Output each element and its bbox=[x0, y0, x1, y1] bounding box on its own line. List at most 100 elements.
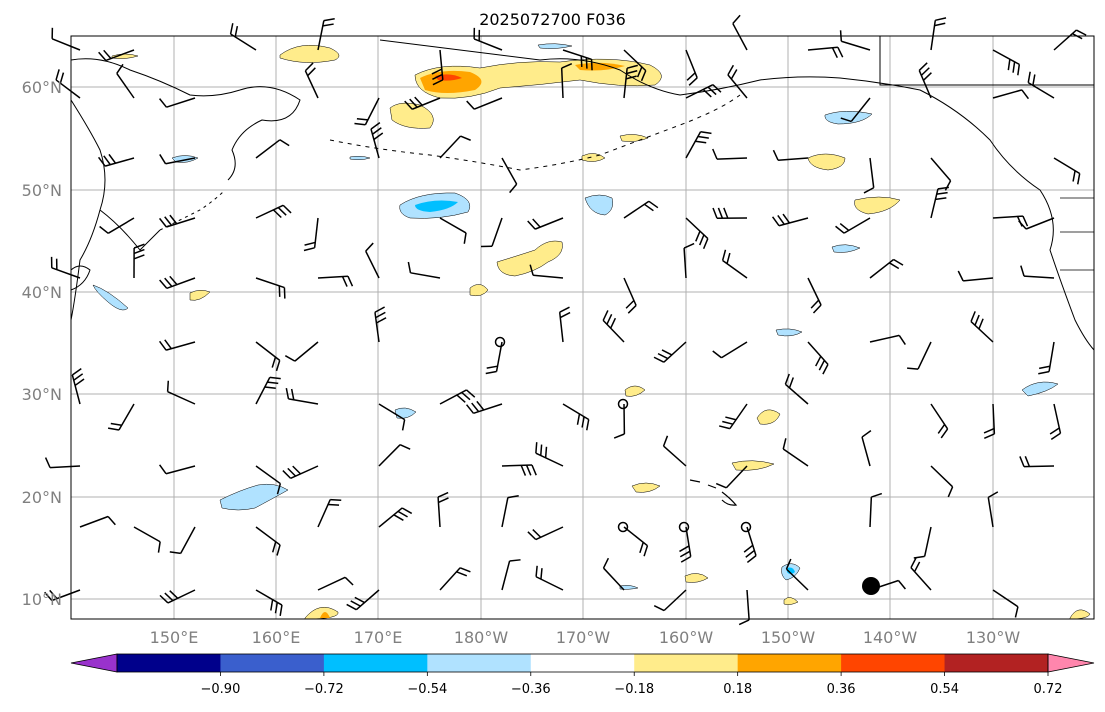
wind-barb-flag bbox=[893, 258, 904, 266]
negative-anomaly-area bbox=[92, 284, 129, 311]
wind-barb-flag bbox=[164, 216, 173, 226]
wind-barb-flag bbox=[463, 232, 467, 244]
wind-barb-flag bbox=[520, 465, 527, 476]
wind-barb-flag bbox=[407, 261, 412, 273]
calm-wind-circle bbox=[740, 521, 752, 533]
positive-anomaly-area bbox=[684, 573, 709, 583]
positive-anomaly-area bbox=[807, 153, 846, 171]
wind-barb-flag bbox=[898, 334, 906, 345]
wind-barb-flag bbox=[722, 420, 734, 425]
wind-barb-staff bbox=[365, 250, 380, 279]
wind-barb-flag bbox=[133, 254, 145, 260]
wind-barb-flag bbox=[653, 356, 665, 363]
wind-barb-flag bbox=[831, 47, 838, 58]
wind-barb-flag bbox=[913, 561, 921, 573]
wind-barb-flag bbox=[527, 220, 536, 230]
colorbar-tick-label: 0.72 bbox=[1034, 682, 1063, 697]
wind-barb-flag bbox=[940, 428, 949, 439]
wind-barb-flag bbox=[639, 542, 644, 554]
positive-anomaly-area bbox=[756, 409, 781, 425]
wind-barb-flag bbox=[327, 503, 340, 506]
wind-barb-flag bbox=[1022, 215, 1029, 227]
wind-barb-flag bbox=[822, 364, 829, 375]
wind-barb-flag bbox=[107, 427, 120, 431]
colorbar-swatch bbox=[117, 654, 221, 672]
colorbar-swatch bbox=[427, 654, 532, 672]
wind-barb-flag bbox=[602, 310, 609, 321]
wind-barb-flag bbox=[746, 555, 757, 564]
aleutian-islands bbox=[329, 94, 741, 171]
wind-barb-flag bbox=[323, 18, 335, 22]
colorbar-swatch bbox=[323, 654, 428, 672]
wind-barb-flag bbox=[108, 153, 117, 164]
positive-anomaly-core bbox=[320, 612, 330, 618]
wind-barb-flag bbox=[271, 541, 277, 553]
wind-barb-staff bbox=[663, 445, 687, 467]
wind-barb-flag bbox=[627, 304, 637, 314]
wind-barb-flag bbox=[456, 571, 468, 577]
longitude-label: 160°W bbox=[659, 628, 714, 647]
colorbar-extend-low bbox=[70, 653, 118, 673]
wind-barb-staff bbox=[533, 274, 564, 279]
wind-barb-flag bbox=[810, 299, 820, 309]
wind-barb-flag bbox=[277, 207, 287, 216]
wind-barb-flag bbox=[897, 580, 906, 590]
longitude-label: 180°W bbox=[454, 628, 509, 647]
colorbar: −0.90 −0.72 −0.54 −0.36 −0.18 0.18 0.36 0.54 0.7… bbox=[70, 653, 1095, 697]
wind-barb-flag bbox=[282, 470, 292, 479]
wind-barb-flag bbox=[702, 238, 709, 250]
wind-barb-flag bbox=[373, 132, 384, 141]
coastline bbox=[70, 58, 241, 97]
wind-barb-staff bbox=[165, 157, 196, 165]
wind-barb-flag bbox=[269, 376, 281, 380]
longitude-label: 150°W bbox=[761, 628, 816, 647]
wind-barb-staff bbox=[50, 465, 81, 469]
wind-barb-staff bbox=[133, 526, 161, 543]
wind-barb-flag bbox=[466, 389, 476, 398]
wind-barb-flag bbox=[110, 422, 122, 427]
wind-barb-staff bbox=[473, 97, 503, 110]
wind-barb-flag bbox=[540, 568, 543, 580]
coastline bbox=[70, 265, 91, 291]
wind-barb-flag bbox=[279, 139, 290, 147]
wind-barb-flag bbox=[983, 427, 995, 434]
wind-barb-flag bbox=[679, 545, 690, 553]
wind-barb-flag bbox=[59, 72, 65, 84]
wind-barb-flag bbox=[815, 355, 822, 367]
negative-anomaly-core bbox=[415, 200, 458, 212]
latitude-label: 20°N bbox=[22, 488, 62, 507]
map-frame bbox=[70, 35, 1095, 620]
wind-barb-flag bbox=[432, 79, 444, 86]
wind-barb-staff bbox=[255, 139, 281, 159]
wind-barb-staff bbox=[107, 217, 135, 234]
wind-barb-flag bbox=[745, 549, 755, 558]
wind-barb-staff bbox=[992, 589, 1019, 608]
wind-barb-flag bbox=[535, 565, 538, 577]
wind-barb-flag bbox=[561, 62, 573, 69]
colorbar-extend-high bbox=[1047, 653, 1095, 673]
wind-barb-flag bbox=[133, 243, 145, 249]
wind-barb-staff bbox=[501, 497, 509, 528]
wind-barb-flag bbox=[509, 183, 518, 194]
colorbar-tick-label: 0.18 bbox=[723, 682, 752, 697]
wind-barb-flag bbox=[73, 373, 84, 381]
wind-barb-flag bbox=[341, 276, 348, 287]
wind-barb-flag bbox=[307, 67, 316, 77]
wind-barb-flag bbox=[1050, 432, 1061, 440]
wind-barb-flag bbox=[169, 551, 181, 555]
colorbar-swatch bbox=[841, 654, 946, 672]
colorbar-tick-label: 0.36 bbox=[827, 682, 856, 697]
wind-barb-staff bbox=[663, 589, 687, 612]
negative-anomaly-area bbox=[775, 328, 803, 337]
wind-barb-flag bbox=[970, 311, 976, 322]
wind-barb-flag bbox=[1007, 59, 1011, 71]
colorbar-swatch bbox=[944, 654, 1049, 672]
coastline bbox=[227, 86, 301, 181]
wind-barb-flag bbox=[559, 306, 570, 313]
wind-barb-flag bbox=[356, 117, 368, 121]
wind-barb-flag bbox=[344, 576, 354, 586]
wind-barb-flag bbox=[535, 442, 538, 454]
calm-wind-circle bbox=[617, 398, 629, 410]
wind-barb-flag bbox=[164, 277, 173, 287]
